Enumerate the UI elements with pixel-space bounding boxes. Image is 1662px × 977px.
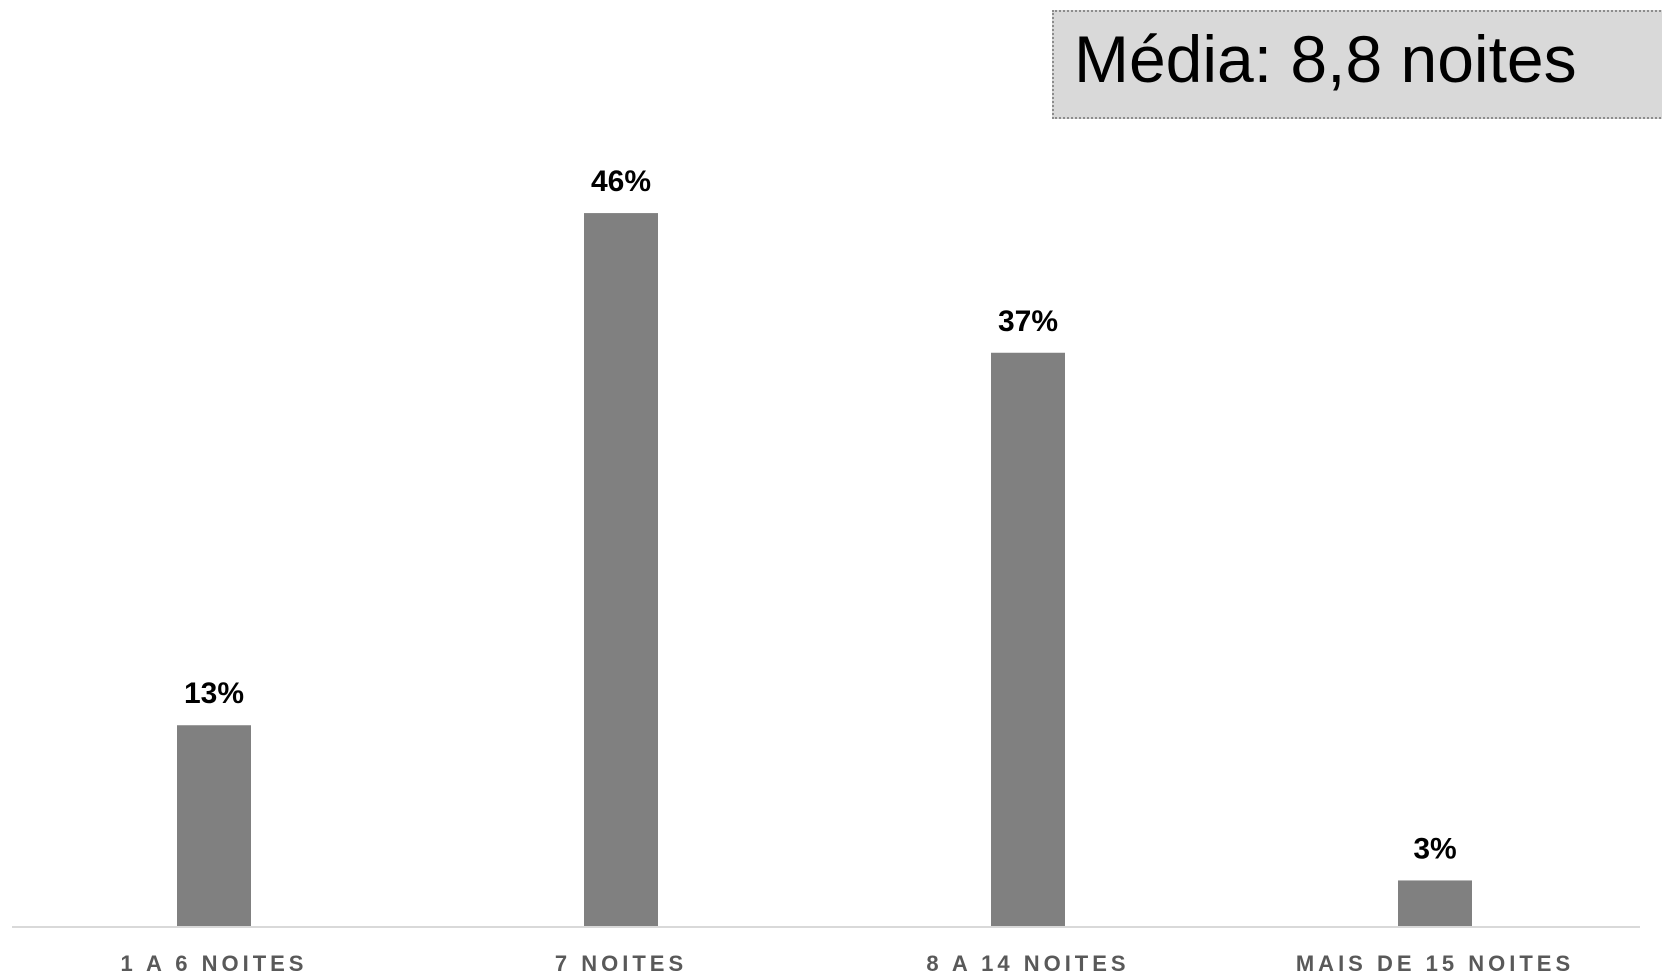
bar-3 — [991, 352, 1065, 927]
bar-2 — [584, 213, 658, 927]
bar-1 — [177, 725, 251, 927]
value-label-4: 3% — [1413, 832, 1456, 865]
mean-annotation-box: Média: 8,8 noites — [1052, 10, 1662, 119]
value-labels-group: 13% 46% 37% 3% — [184, 165, 1457, 865]
category-label-4: MAIS DE 15 NOITES — [1296, 951, 1574, 976]
value-label-3: 37% — [998, 305, 1058, 338]
value-label-1: 13% — [184, 677, 244, 710]
bar-4 — [1398, 880, 1472, 927]
category-label-1: 1 A 6 NOITES — [121, 951, 308, 976]
category-label-3: 8 A 14 NOITES — [926, 951, 1129, 976]
mean-annotation-text: Média: 8,8 noites — [1074, 22, 1577, 96]
category-labels-group: 1 A 6 NOITES 7 NOITES 8 A 14 NOITES MAIS DE… — [121, 951, 1574, 976]
bars-group — [177, 213, 1472, 927]
value-label-2: 46% — [591, 165, 651, 198]
category-label-2: 7 NOITES — [555, 951, 687, 976]
